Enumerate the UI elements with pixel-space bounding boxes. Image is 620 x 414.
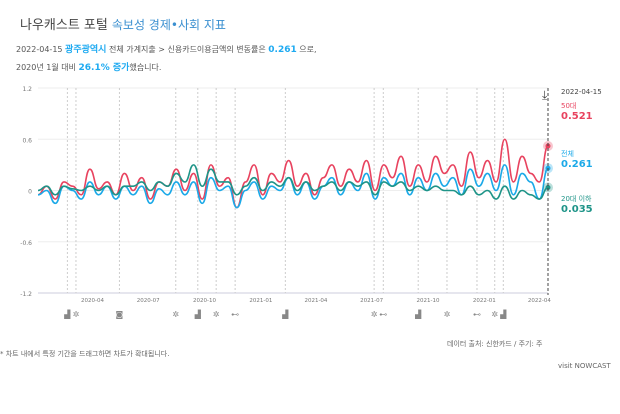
building-icon: ▟ xyxy=(414,309,422,319)
dumbbell-icon: ⊷ xyxy=(379,310,387,319)
x-tick-label: 2022-01 xyxy=(473,298,496,304)
legend-label: 20대 이하 xyxy=(561,195,592,203)
x-tick-label: 2021-01 xyxy=(249,298,272,304)
x-tick-label: 2020-07 xyxy=(137,298,160,304)
legend-label: 전체 xyxy=(561,150,574,158)
building-icon: ▟ xyxy=(194,309,202,319)
summary-date: 2022-04-15 xyxy=(16,45,63,54)
y-tick-label: 0.6 xyxy=(22,137,32,144)
series-line-20대 이하 xyxy=(37,164,549,200)
y-tick-label: 1.2 xyxy=(22,86,32,93)
y-tick-label: 0 xyxy=(28,189,32,196)
title-text: 나우캐스트 포털 xyxy=(20,18,108,33)
subtitle: 속보성 경제•사회 지표 xyxy=(111,18,226,32)
summary-suffix: 으로, xyxy=(299,45,317,54)
summary-base: 2020년 1월 대비 xyxy=(16,63,76,72)
legend-total: 전체 0.261 xyxy=(561,149,593,170)
virus-icon: ✲ xyxy=(73,310,80,319)
summary-tail: 했습니다. xyxy=(129,63,162,72)
legend-20s: 20대 이하 0.035 xyxy=(561,194,593,215)
summary-line-2: 2020년 1월 대비 26.1% 증가했습니다. xyxy=(16,60,161,73)
x-tick-label: 2022-04 xyxy=(528,298,551,304)
legend-50s: 50대 0.521 xyxy=(561,101,593,122)
dumbbell-icon: ⊷ xyxy=(473,310,481,319)
download-icon[interactable]: ⤓ xyxy=(542,88,548,102)
legend-label: 50대 xyxy=(561,102,577,110)
virus-icon: ✲ xyxy=(213,310,220,319)
summary-change: 26.1% 증가 xyxy=(78,63,130,73)
virus-icon: ✲ xyxy=(444,310,451,319)
summary-line-1: 2022-04-15 광주광역시 전체 가계지출 > 신용카드이용금액의 변동률… xyxy=(16,42,317,55)
x-tick-label: 2020-04 xyxy=(81,298,104,304)
data-source: 데이터 출처: 신한카드 / 주기: 주 xyxy=(447,340,543,348)
x-tick-label: 2021-04 xyxy=(304,298,327,304)
legend: 2022-04-15 50대 0.521 전체 0.261 20대 이하 0.035 xyxy=(561,88,602,215)
visit-nowcast-link[interactable]: visit NOWCAST xyxy=(558,362,611,370)
y-tick-label: -0.6 xyxy=(20,240,32,247)
legend-date: 2022-04-15 xyxy=(561,88,602,96)
dumbbell-icon: ⊷ xyxy=(231,310,239,319)
virus-icon: ✲ xyxy=(172,310,179,319)
page-title: 나우캐스트 포털 속보성 경제•사회 지표 xyxy=(20,14,226,33)
summary-region: 광주광역시 xyxy=(65,45,107,55)
building-icon: ▟ xyxy=(281,309,289,319)
virus-icon: ✲ xyxy=(491,310,498,319)
legend-value: 0.035 xyxy=(561,204,593,215)
virus-icon: ✲ xyxy=(371,310,378,319)
x-tick-label: 2020-10 xyxy=(193,298,216,304)
x-tick-label: 2021-07 xyxy=(360,298,383,304)
legend-value: 0.521 xyxy=(561,111,593,122)
drag-note: * 차트 내에서 특정 기간을 드래그하면 차트가 확대됩니다. xyxy=(0,350,170,358)
y-tick-label: -1.2 xyxy=(20,291,32,298)
legend-value: 0.261 xyxy=(561,159,593,170)
building-icon: ▟ xyxy=(63,309,71,319)
series-line-50대 xyxy=(37,138,549,209)
series-endpoint xyxy=(545,185,551,191)
x-tick-label: 2021-10 xyxy=(417,298,440,304)
summary-value: 0.261 xyxy=(268,45,297,55)
camera-icon: ◙ xyxy=(116,310,124,319)
building-icon: ▟ xyxy=(499,309,507,319)
summary-path: 전체 가계지출 > 신용카드이용금액의 변동률은 xyxy=(109,45,266,54)
